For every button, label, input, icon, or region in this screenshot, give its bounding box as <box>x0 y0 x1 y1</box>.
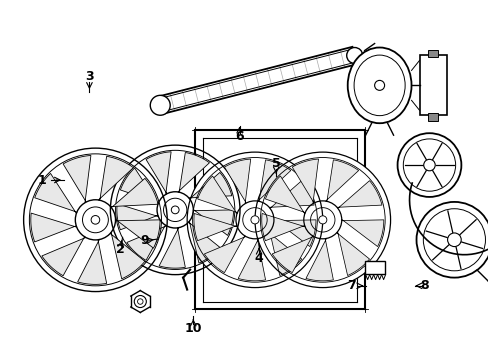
Polygon shape <box>188 221 220 263</box>
Polygon shape <box>292 159 318 204</box>
Circle shape <box>346 48 362 63</box>
Bar <box>427 113 438 121</box>
Circle shape <box>254 152 390 288</box>
Circle shape <box>187 152 322 288</box>
Polygon shape <box>35 174 77 213</box>
Circle shape <box>171 206 179 214</box>
Text: 10: 10 <box>184 322 202 335</box>
Circle shape <box>150 95 170 115</box>
Polygon shape <box>78 239 106 284</box>
Ellipse shape <box>347 48 411 123</box>
Polygon shape <box>269 181 314 208</box>
Polygon shape <box>341 219 383 247</box>
Polygon shape <box>110 178 158 208</box>
Polygon shape <box>126 225 166 260</box>
Circle shape <box>447 233 460 247</box>
Polygon shape <box>238 238 265 281</box>
Circle shape <box>318 216 326 224</box>
Polygon shape <box>178 153 209 192</box>
Polygon shape <box>98 156 133 200</box>
Text: 3: 3 <box>85 69 94 82</box>
Circle shape <box>129 291 151 312</box>
Polygon shape <box>120 168 158 204</box>
Polygon shape <box>146 152 171 194</box>
Bar <box>419 55 447 115</box>
Text: 9: 9 <box>140 234 148 247</box>
Polygon shape <box>115 219 160 248</box>
Polygon shape <box>117 204 158 230</box>
Polygon shape <box>204 236 245 273</box>
Polygon shape <box>336 232 369 275</box>
Polygon shape <box>268 232 301 275</box>
Polygon shape <box>158 47 356 114</box>
Polygon shape <box>261 213 305 241</box>
Text: 2: 2 <box>116 243 124 256</box>
Polygon shape <box>265 176 305 214</box>
Polygon shape <box>224 159 250 204</box>
Polygon shape <box>272 236 313 273</box>
Circle shape <box>110 145 240 275</box>
Polygon shape <box>31 213 77 242</box>
Polygon shape <box>257 160 290 201</box>
Polygon shape <box>110 233 144 279</box>
Circle shape <box>23 148 167 292</box>
Polygon shape <box>42 237 85 276</box>
Text: 7: 7 <box>346 279 355 292</box>
Text: 8: 8 <box>420 279 428 292</box>
Bar <box>195 130 364 310</box>
Circle shape <box>134 296 146 307</box>
Polygon shape <box>193 210 233 235</box>
Text: 5: 5 <box>271 157 280 170</box>
Text: 1: 1 <box>38 174 46 186</box>
Polygon shape <box>325 160 358 201</box>
Text: 6: 6 <box>235 130 244 144</box>
Bar <box>364 261 384 274</box>
Polygon shape <box>305 238 333 281</box>
Circle shape <box>397 133 461 197</box>
Circle shape <box>91 216 100 224</box>
Polygon shape <box>63 156 91 203</box>
Polygon shape <box>159 228 185 268</box>
Circle shape <box>423 159 434 171</box>
Polygon shape <box>194 213 237 241</box>
Polygon shape <box>197 176 237 214</box>
Polygon shape <box>188 172 231 199</box>
Circle shape <box>250 216 259 224</box>
Circle shape <box>374 80 384 90</box>
Text: 4: 4 <box>254 252 263 265</box>
Circle shape <box>416 202 488 278</box>
Bar <box>419 55 447 115</box>
Circle shape <box>137 299 143 304</box>
Bar <box>427 50 438 58</box>
Polygon shape <box>273 219 315 247</box>
Polygon shape <box>336 181 381 208</box>
